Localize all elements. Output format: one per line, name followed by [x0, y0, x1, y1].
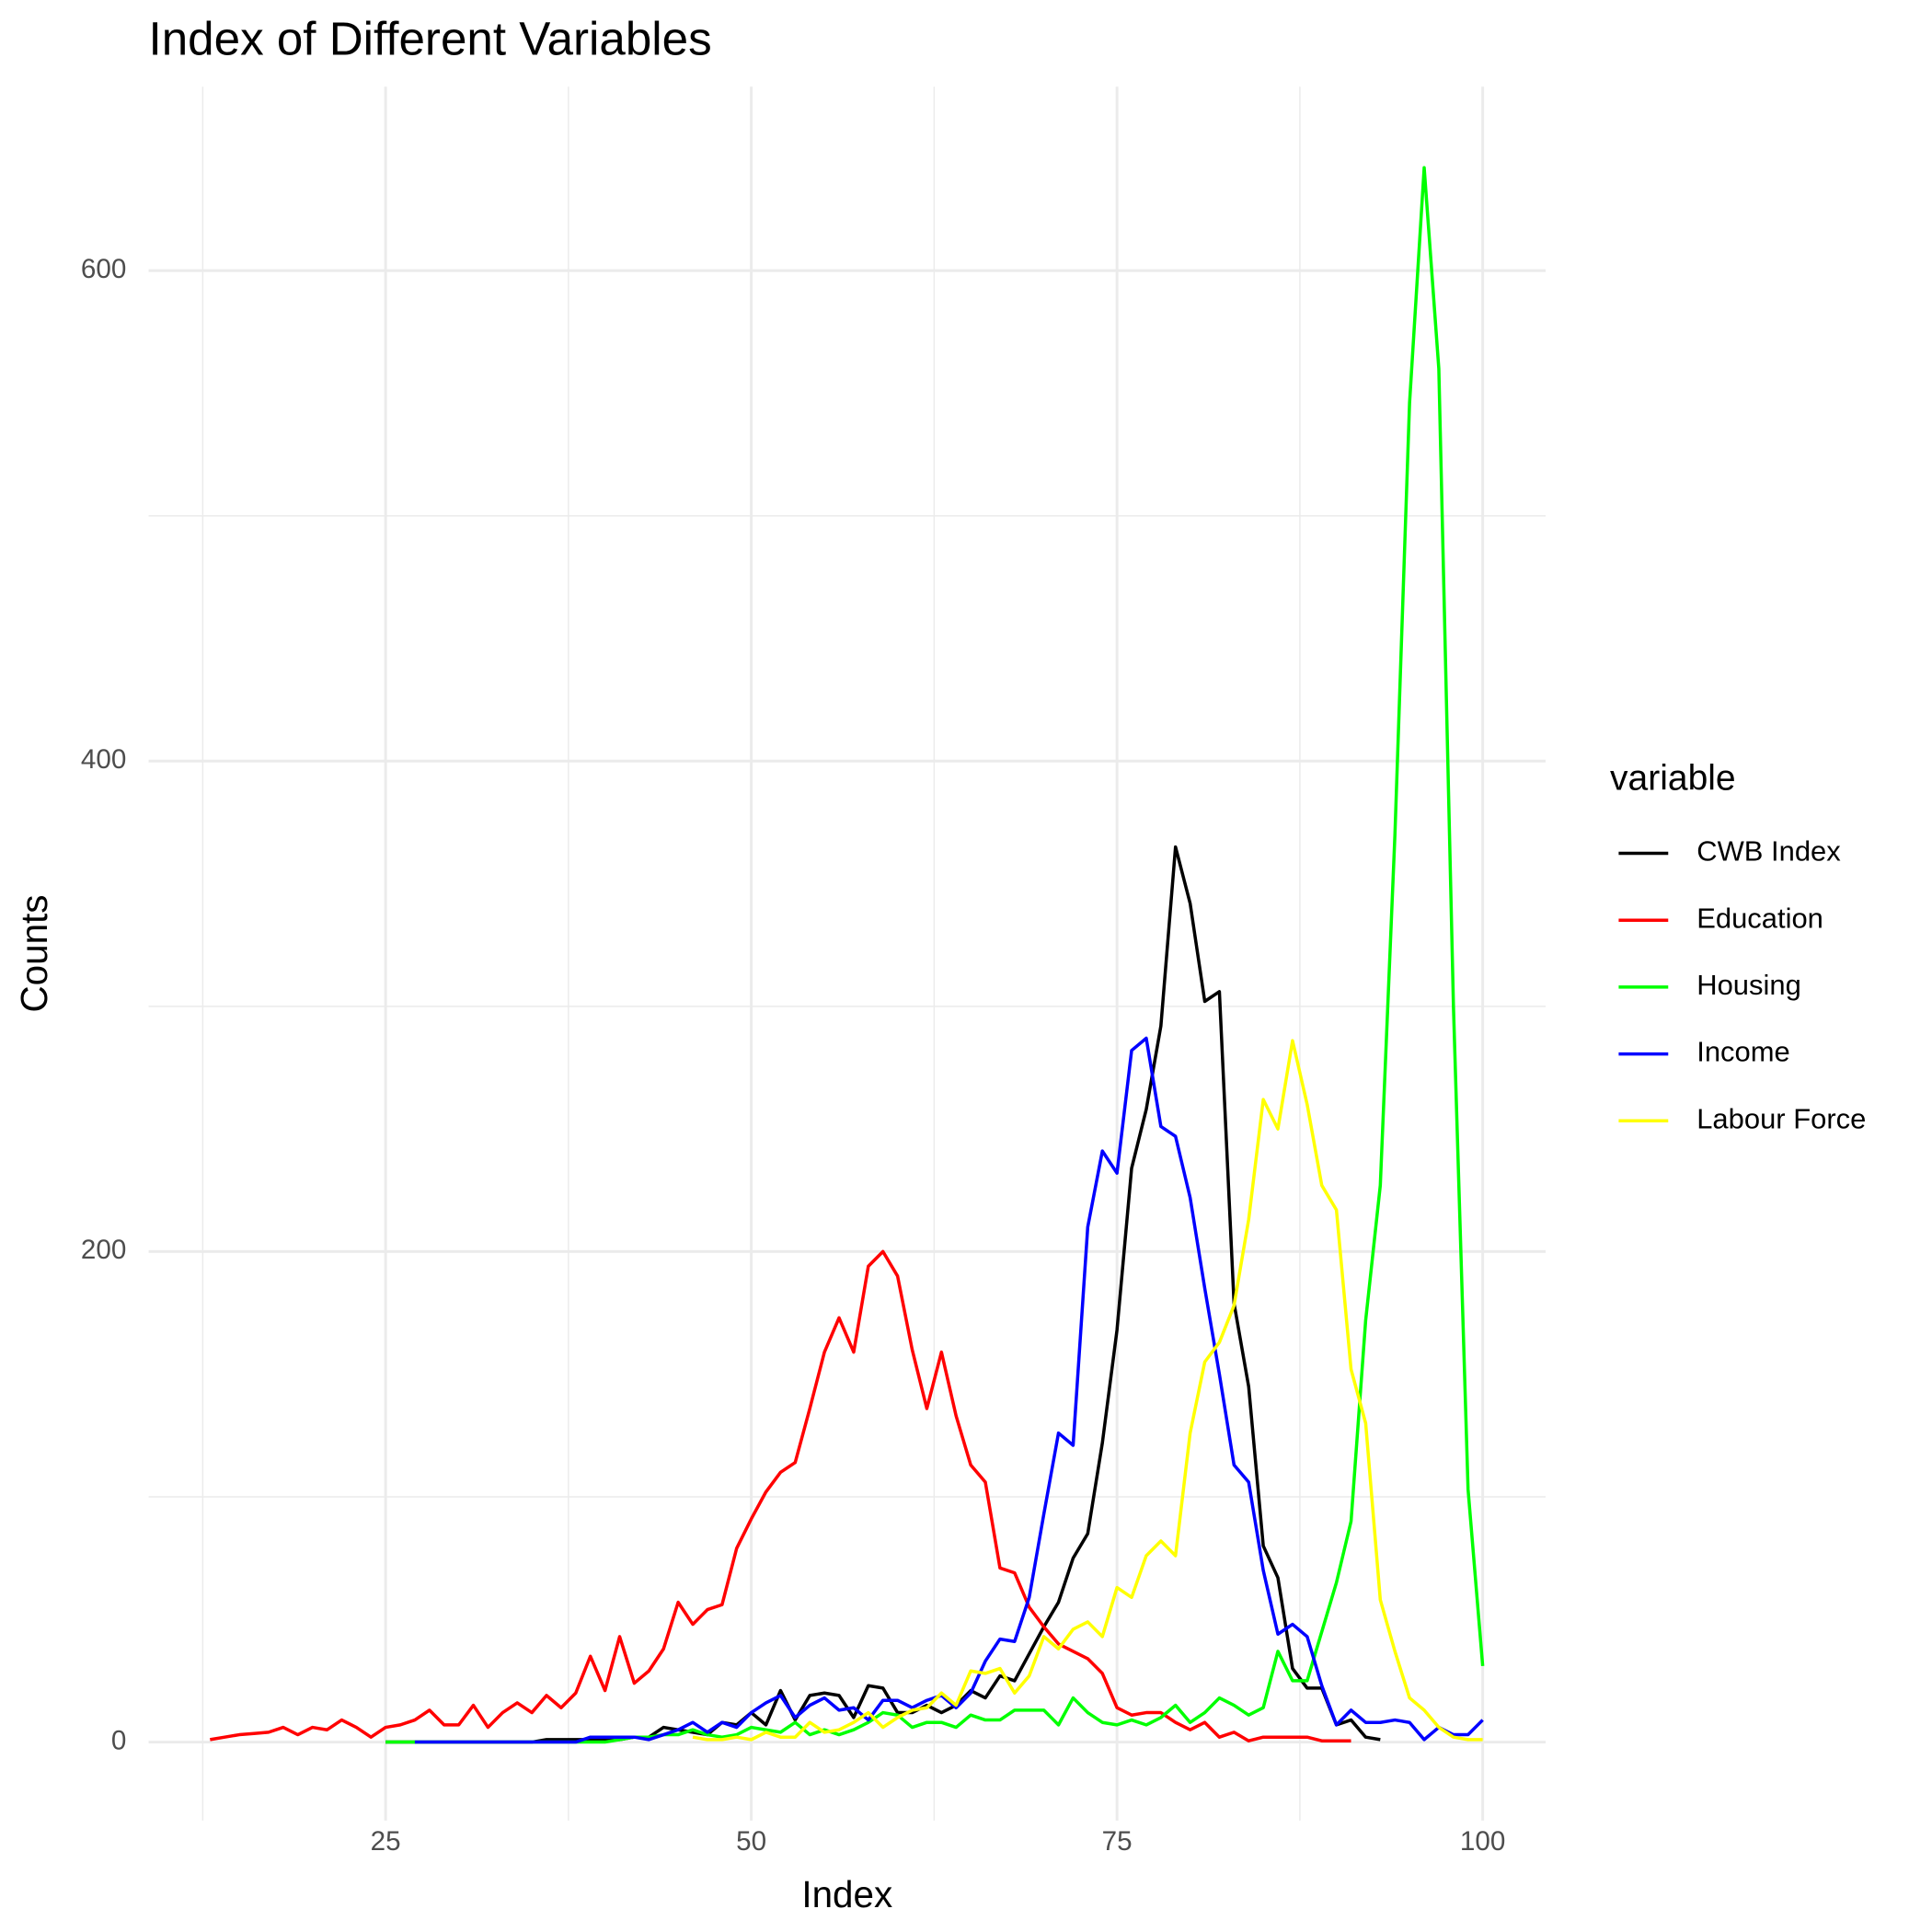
legend: variable CWB Index Education Housing Income…	[1610, 758, 1866, 1134]
y-tick-label: 600	[81, 254, 126, 284]
legend-label: CWB Index	[1696, 835, 1841, 868]
series-line	[692, 1039, 1483, 1742]
x-tick-label: 25	[371, 1826, 401, 1857]
legend-label: Housing	[1696, 969, 1801, 1001]
y-tick-label: 0	[111, 1725, 126, 1755]
legend-label: Education	[1696, 902, 1823, 934]
x-tick-label: 75	[1102, 1826, 1133, 1857]
grid	[148, 86, 1547, 1821]
series-line	[210, 1249, 1351, 1742]
legend-label: Income	[1696, 1036, 1790, 1068]
legend-title: variable	[1610, 758, 1736, 798]
x-axis-title: Index	[801, 1873, 892, 1915]
plot-area	[210, 166, 1485, 1744]
legend-label: Labour Force	[1696, 1102, 1866, 1134]
series-line	[385, 845, 1381, 1744]
y-axis-title: Counts	[13, 895, 55, 1013]
x-tick-label: 100	[1460, 1826, 1505, 1857]
chart-title: Index of Different Variables	[149, 12, 712, 64]
series-line	[414, 1036, 1484, 1744]
y-tick-label: 400	[81, 744, 126, 775]
x-tick-label: 50	[736, 1826, 766, 1857]
y-tick-label: 200	[81, 1235, 126, 1265]
